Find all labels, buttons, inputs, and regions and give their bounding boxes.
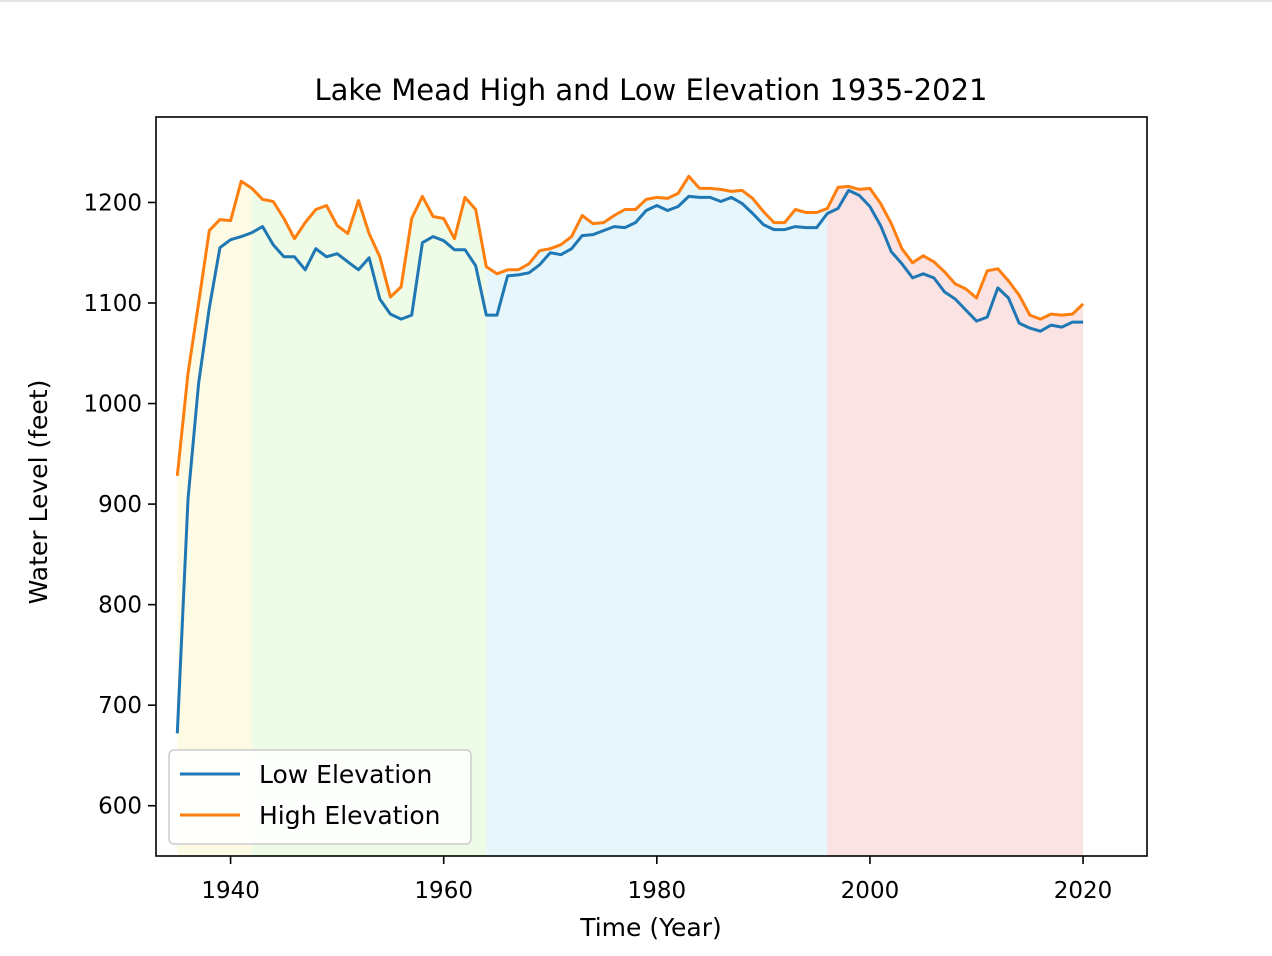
y-tick-label-2: 800 (98, 593, 142, 619)
x-tick-label-4: 2020 (1054, 878, 1113, 904)
x-tick-label-1: 1960 (414, 878, 473, 904)
y-axis-ticks: 600 700 800 900 1000 1100 1200 (83, 190, 156, 820)
series-line-0 (175, 188, 1084, 734)
y-tick-label-0: 600 (98, 794, 142, 820)
y-tick-label-6: 1200 (83, 190, 142, 216)
y-tick-label-4: 1000 (83, 392, 142, 418)
series-line-1 (175, 174, 1085, 477)
series-lines (175, 174, 1085, 734)
top-divider (0, 0, 1272, 2)
background-band-0 (177, 181, 252, 857)
y-axis-label: Water Level (feet) (24, 380, 53, 605)
plot-frame (155, 116, 1148, 857)
background-band-2 (486, 176, 828, 856)
legend-label-low: Low Elevation (259, 760, 432, 789)
legend: Low Elevation High Elevation (168, 749, 472, 845)
background-bands (177, 176, 1084, 857)
x-tick-label-0: 1940 (201, 878, 260, 904)
background-band-1 (251, 188, 487, 856)
x-axis-label: Time (Year) (579, 913, 722, 942)
x-tick-label-3: 2000 (841, 878, 900, 904)
legend-label-high: High Elevation (259, 801, 441, 830)
legend-box (168, 749, 472, 845)
chart-title: Lake Mead High and Low Elevation 1935-20… (315, 73, 988, 107)
x-tick-label-2: 1980 (628, 878, 687, 904)
background-band-3 (827, 186, 1084, 857)
x-axis-ticks: 1940 1960 1980 2000 2020 (201, 856, 1112, 904)
y-tick-label-1: 700 (98, 693, 142, 719)
y-tick-label-3: 900 (98, 492, 142, 518)
y-tick-label-5: 1100 (83, 291, 142, 317)
